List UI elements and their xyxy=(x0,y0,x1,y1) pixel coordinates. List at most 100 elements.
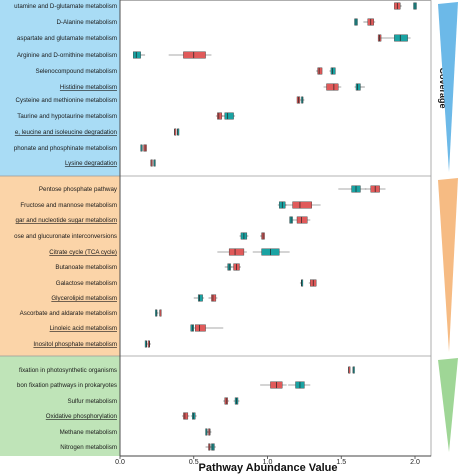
box-red xyxy=(296,96,301,104)
x-tick-label: 1.5 xyxy=(336,459,346,466)
box-body xyxy=(195,324,206,332)
pathway-label: Linoleic acid metabolism xyxy=(50,325,117,332)
box-body xyxy=(183,412,189,420)
x-tick-label: 1.0 xyxy=(263,459,273,466)
x-tick-label: 0.5 xyxy=(189,459,199,466)
category-panel-green xyxy=(0,356,120,456)
box-red xyxy=(260,381,287,389)
x-tick-label: 0.0 xyxy=(115,459,125,466)
pathway-label: Ascorbate and aldarate metabolism xyxy=(20,310,117,317)
box-red xyxy=(348,366,351,374)
pathway-label: Cysteine and methionine metabolism xyxy=(16,97,117,104)
box-body xyxy=(133,51,141,59)
box-teal xyxy=(153,159,156,167)
box-teal xyxy=(193,294,205,302)
box-teal xyxy=(352,366,355,374)
box-body xyxy=(183,51,206,59)
pathway-label: Taurine and hypotaurine metabolism xyxy=(17,113,117,120)
pathway-label: Galactose metabolism xyxy=(56,280,117,287)
box-teal xyxy=(288,381,311,389)
box-red xyxy=(168,51,212,59)
pathway-label: Nitrogen metabolism xyxy=(60,444,117,451)
box-red xyxy=(282,201,321,209)
box-teal xyxy=(329,67,336,75)
pathway-label: gar and nucleotide sugar metabolism xyxy=(16,217,117,224)
x-tick-label: 2.0 xyxy=(410,459,420,466)
box-body xyxy=(217,112,222,120)
x-axis-title: Pathway Abundance Value xyxy=(199,462,338,474)
pathway-label: fixation in photosynthetic organisms xyxy=(19,367,117,374)
box-teal xyxy=(144,340,149,348)
pathway-labels: utamine and D-glutamate metabolism D-Alan… xyxy=(14,3,118,451)
pathway-label: bon fixation pathways in prokaryotes xyxy=(17,382,117,389)
pathway-label: Arginine and D-ornithine metabolism xyxy=(17,52,117,59)
pathway-label: Fructose and mannose metabolism xyxy=(20,202,117,209)
box-teal xyxy=(277,201,287,209)
box-red xyxy=(217,248,247,256)
box-body xyxy=(224,112,234,120)
box-teal xyxy=(133,51,146,59)
coverage-wedge-orange xyxy=(438,178,458,352)
box-teal xyxy=(252,248,290,256)
box-body xyxy=(228,248,245,256)
pathway-label: Pentose phosphate pathway xyxy=(39,186,118,193)
box-teal xyxy=(299,279,304,287)
pathway-label: Histidine metabolism xyxy=(60,84,117,91)
box-red xyxy=(223,397,230,405)
box-teal xyxy=(221,112,236,120)
coverage-wedge-green xyxy=(438,358,458,452)
pathway-label: Inositol phosphate metabolism xyxy=(33,341,117,348)
box-red xyxy=(394,2,402,10)
category-panel-orange xyxy=(0,176,120,356)
box-body xyxy=(330,67,336,75)
box-teal xyxy=(299,96,305,104)
box-teal xyxy=(239,232,249,240)
pathway-label: e, leucine and isoleucine degradation xyxy=(15,129,118,136)
box-teal xyxy=(155,309,159,317)
coverage-label: Coverage xyxy=(438,67,448,108)
category-panel-blue xyxy=(0,0,120,176)
box-red xyxy=(159,309,162,317)
pathway-label: Glycerolipid metabolism xyxy=(51,295,117,302)
box-teal xyxy=(413,2,417,10)
box-red xyxy=(230,263,241,271)
pathway-label: Oxidative phosphorylation xyxy=(46,413,118,420)
box-teal xyxy=(378,34,411,42)
box-red xyxy=(323,83,342,91)
box-teal xyxy=(354,18,358,26)
box-teal xyxy=(338,185,367,193)
pathway-label: Methane metabolism xyxy=(60,429,117,436)
pathway-label: D-Alanine metabolism xyxy=(56,19,117,26)
box-teal xyxy=(190,324,194,332)
coverage-indicator: Coverage xyxy=(438,2,458,452)
pathway-label: Citrate cycle (TCA cycle) xyxy=(49,249,117,256)
pathway-label: phonate and phosphinate metabolism xyxy=(14,145,117,152)
box-red xyxy=(147,340,151,348)
box-body xyxy=(317,67,323,75)
box-red xyxy=(363,18,376,26)
coverage-wedge-blue xyxy=(438,2,458,172)
box-body xyxy=(211,294,217,302)
box-red xyxy=(181,412,190,420)
pathway-label: aspartate and glutamate metabolism xyxy=(17,35,117,42)
box-teal xyxy=(140,144,143,152)
box-teal xyxy=(233,397,240,405)
panel-backgrounds xyxy=(0,0,120,456)
pathway-label: Butanoate metabolism xyxy=(55,264,117,271)
pathway-label: ose and glucuronate interconversions xyxy=(14,233,117,240)
box-teal xyxy=(354,83,365,91)
box-red xyxy=(174,128,177,136)
pathway-label: Sulfur metabolism xyxy=(67,398,117,405)
box-body xyxy=(355,83,361,91)
box-body xyxy=(394,34,408,42)
pathway-label: Selenocompound metabolism xyxy=(35,68,117,75)
box-teal xyxy=(209,443,216,451)
x-axis: 0.0 0.5 1.0 1.5 2.0 xyxy=(115,455,431,466)
box-teal xyxy=(205,428,209,436)
box-red xyxy=(143,144,147,152)
box-red xyxy=(260,232,265,240)
boxplot-marks xyxy=(133,2,417,451)
box-red xyxy=(364,185,386,193)
box-body xyxy=(197,294,203,302)
